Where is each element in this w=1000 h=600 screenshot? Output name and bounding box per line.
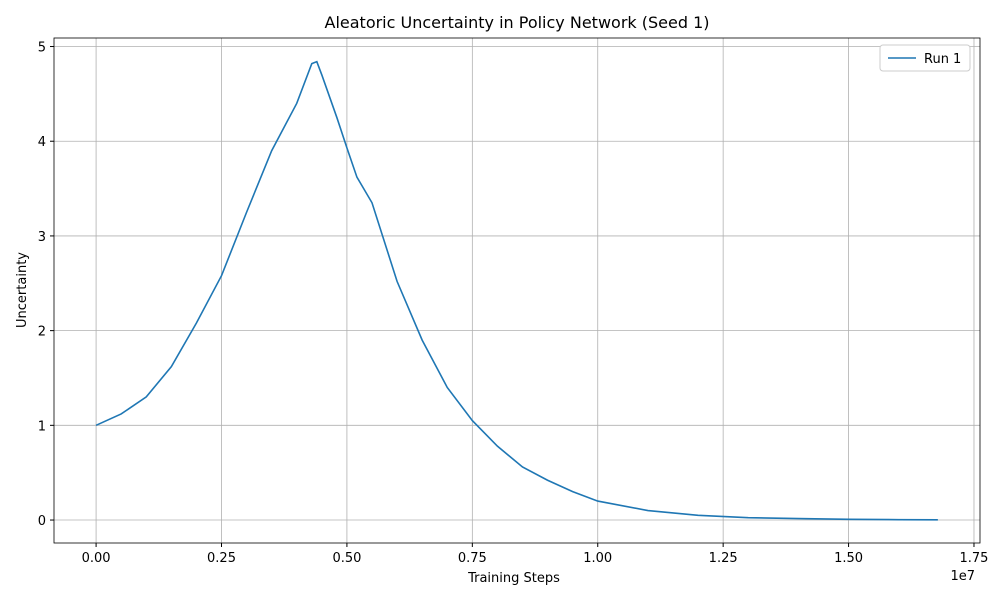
axes-frame	[53, 37, 981, 544]
y-axis-label: Uncertainty	[15, 252, 30, 328]
y-tick-label: 0	[38, 514, 46, 529]
x-axis-label: Training Steps	[467, 571, 560, 586]
line	[95, 60, 938, 521]
x-tick-label: 1.25	[709, 551, 738, 566]
y-tick-label: 1	[38, 419, 46, 434]
legend-box	[879, 44, 971, 72]
y-tick-label: 4	[38, 135, 46, 150]
x-tick-label: 0.75	[458, 551, 487, 566]
x-tick-label: 0.50	[332, 551, 361, 566]
x-tick-label: 1.00	[583, 551, 612, 566]
x-tick-label: 0.00	[82, 551, 111, 566]
y-tick-label: 5	[38, 41, 46, 56]
chart-title: Aleatoric Uncertainty in Policy Network …	[325, 13, 710, 32]
y-tick-label: 2	[38, 325, 46, 340]
y-tick-label: 3	[38, 230, 46, 245]
x-tick-label: 1.75	[960, 551, 989, 566]
x-offset-label: 1e7	[950, 569, 975, 584]
legend-label: Run 1	[924, 52, 961, 67]
x-tick-label: 0.25	[207, 551, 236, 566]
x-tick-label: 1.50	[834, 551, 863, 566]
